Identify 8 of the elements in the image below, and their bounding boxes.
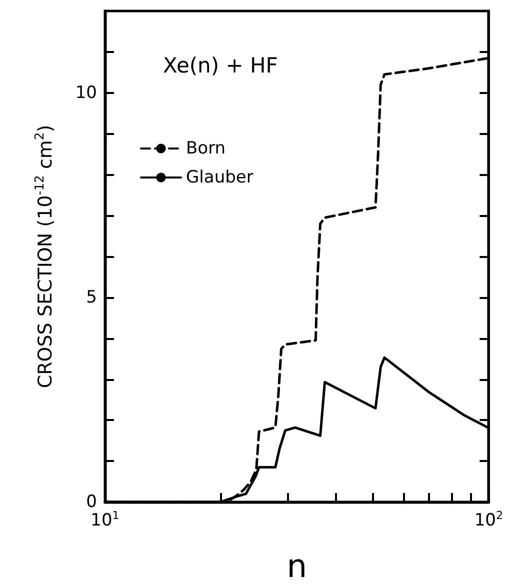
annotation: Xe(n) + HF [163, 54, 278, 78]
y-tick-label: 0 [86, 492, 97, 512]
x-axis-title: n [286, 547, 307, 585]
y-tick-label: 10 [75, 82, 97, 103]
legend-label: Born [186, 138, 226, 158]
legend-label: Glauber [186, 168, 254, 188]
y-axis-title: CROSS SECTION (10-12 cm2) [32, 124, 56, 388]
y-tick-label: 5 [86, 287, 97, 308]
